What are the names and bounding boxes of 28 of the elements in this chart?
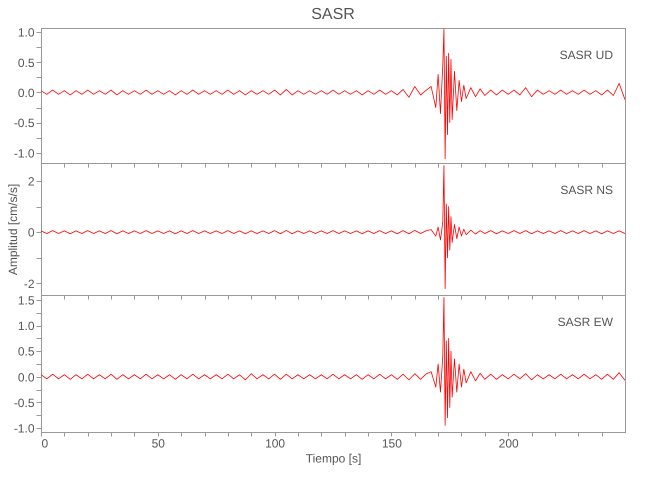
x-tick-label: 200 [498,436,520,450]
x-axis-title: Tiempo [s] [306,452,362,466]
line-series [41,297,625,426]
annotation: SASR EW [558,315,614,329]
y-tick-label: 0.5 [18,56,35,70]
y-tick-label: -0.5 [14,116,35,130]
annotation: SASR UD [560,48,614,62]
y-tick-label: 1.5 [18,294,35,308]
y-axis-title: Amplitud [cm/s/s] [6,184,20,276]
y-tick-label: -1.0 [14,146,35,160]
y-tick-label: 0.5 [18,344,35,359]
annotation: SASR NS [560,183,613,197]
y-tick-label: 0.0 [18,370,35,384]
x-tick-label: 0 [42,436,48,450]
y-tick-label: -1.0 [14,421,35,436]
y-tick-label: 0 [28,226,35,240]
y-tick-label: -2 [24,276,35,291]
x-tick-label: 150 [382,436,402,450]
line-series [41,165,625,289]
y-tick-label: 1.0 [18,319,35,334]
line-series [41,28,625,160]
x-tick-label: 50 [152,436,166,450]
y-tick-label: 1.0 [18,26,35,40]
y-tick-label: 0.0 [18,86,35,100]
y-tick-label: -0.5 [14,396,35,410]
x-tick-label: 100 [265,436,286,450]
chart-title: SASR [311,6,355,24]
y-tick-label: 2 [28,174,35,188]
